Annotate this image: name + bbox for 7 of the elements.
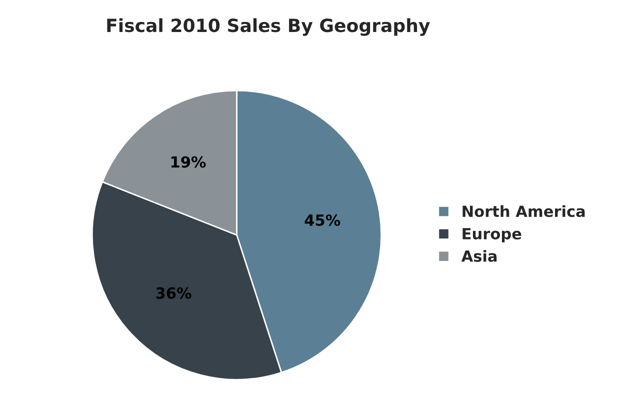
legend-label: Europe [462, 228, 522, 242]
chart-title: Fiscal 2010 Sales By Geography [107, 18, 430, 36]
legend-label: North America [462, 205, 585, 218]
data-label: 36% [156, 287, 192, 299]
data-label: 45% [304, 214, 340, 226]
legend-label: Asia [461, 250, 497, 262]
data-label: 19% [171, 156, 206, 168]
